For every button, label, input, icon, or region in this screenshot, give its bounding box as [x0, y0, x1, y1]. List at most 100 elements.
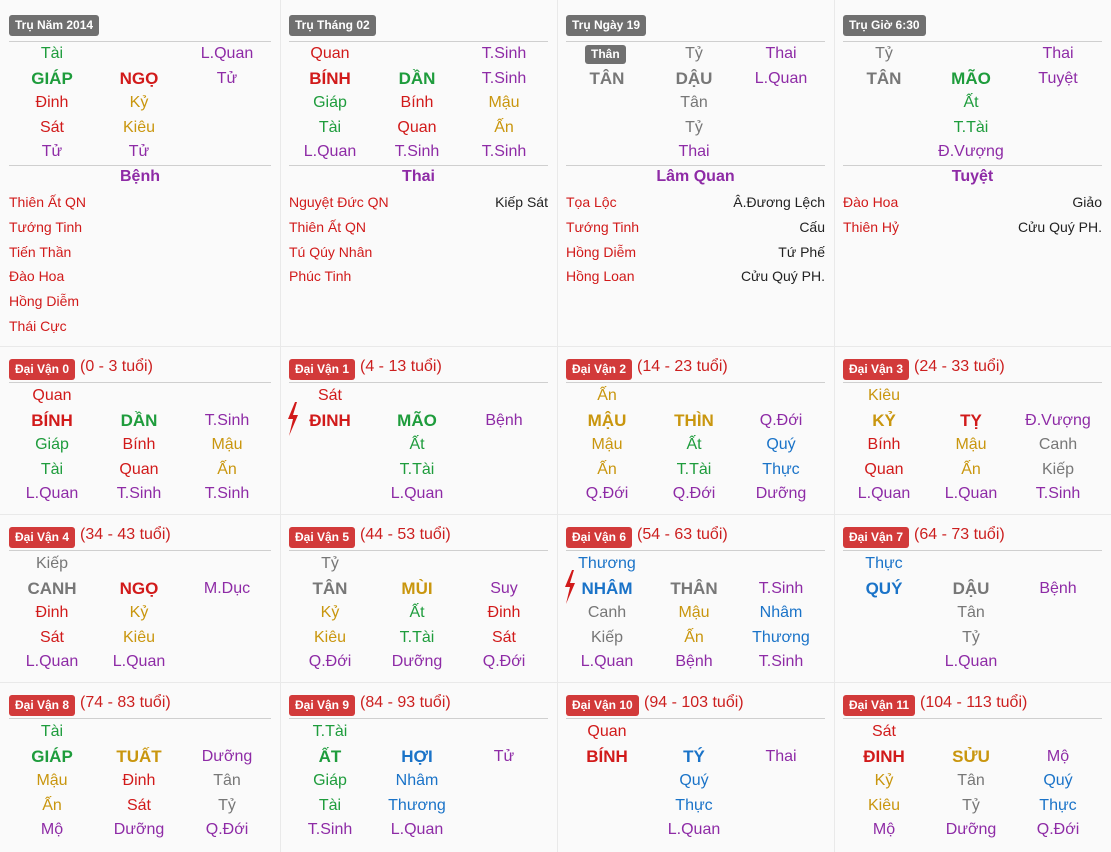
than-badge: Thân: [585, 45, 626, 64]
pillar-panel-3: Trụ Ngày 19 Tỷ Thai TÂN DẬU L.Quan Tân Tỷ Thai Th…: [557, 0, 834, 346]
chart-cell: NGỌ: [119, 68, 159, 88]
chart-cell: Thương: [388, 796, 446, 814]
chart-row: Canh Mậu Nhâm: [557, 601, 834, 625]
chart-cell: Kiêu: [122, 628, 156, 646]
chart-row: L.Quan: [834, 650, 1111, 674]
chart-row: Đinh Kỷ: [0, 601, 280, 625]
chart-row: Kiêu T.Tài Sát: [280, 626, 557, 650]
chart-cell: M.Dục: [203, 579, 251, 597]
chart-row: Tân: [834, 601, 1111, 625]
star-left: Tiến Thần: [9, 243, 72, 260]
phase-label: Tuyệt: [951, 168, 994, 185]
chart-cell: Dưỡng: [201, 747, 253, 765]
chart-row: TÂN DẬU L.Quan: [557, 67, 834, 91]
chart-cell: Kiêu: [867, 796, 901, 814]
star-right: Cấu: [799, 218, 825, 235]
chart-cell: Dưỡng: [391, 653, 443, 671]
chart-cell: DẦN: [120, 410, 158, 430]
chart-cell: Dưỡng: [113, 821, 165, 839]
chart-cell: Tân: [957, 772, 985, 790]
chart-cell: Sát: [39, 628, 64, 646]
dai-van-panel-11: Đại Vận 11 (104 - 113 tuổi) Sát ĐINH SỬU Mộ Kỷ…: [834, 682, 1111, 852]
chart-cell: Giáp: [35, 436, 69, 454]
chart-cell: MÃO: [951, 68, 991, 88]
chart-cell: T.Sinh: [307, 821, 353, 839]
age-range-label: (54 - 63 tuổi): [637, 526, 728, 543]
chart-row: Tài Quan Ấn: [0, 458, 280, 482]
chart-cell: TÝ: [683, 746, 705, 766]
chart-cell: Ất: [409, 604, 425, 622]
header-separator: [566, 718, 825, 719]
chart-row: Tài: [0, 720, 280, 744]
chart-row: L.Quan T.Sinh T.Sinh: [0, 482, 280, 506]
chart-cell: Mậu: [488, 94, 520, 112]
chart-cell: Mậu: [591, 436, 623, 454]
chart-cell: TÂN: [312, 578, 348, 598]
chart-cell: Giáp: [313, 772, 347, 790]
star-left: Phúc Tinh: [289, 268, 352, 285]
chart-row: Ất: [834, 91, 1111, 115]
chart-cell: HỢI: [401, 746, 433, 766]
chart-row: CANH NGỌ M.Dục: [0, 577, 280, 601]
chart-cell: Quan: [119, 460, 159, 478]
dai-van-panel-8: Đại Vận 8 (74 - 83 tuổi) Tài GIÁP TUẤT Dưỡng M…: [0, 682, 280, 852]
chart-cell: DẬU: [952, 578, 990, 598]
chart-cell: Thương: [752, 628, 810, 646]
chart-cell: Q.Đới: [482, 653, 526, 671]
chart-cell: DẬU: [675, 68, 713, 88]
chart-row: Thai: [557, 140, 834, 164]
chart-cell: Mộ: [872, 821, 896, 839]
header-separator: [843, 382, 1102, 383]
chart-cell: Sát: [871, 723, 896, 740]
chart-cell: Bệnh: [1039, 579, 1077, 597]
chart-cell: Ấn: [42, 796, 62, 814]
chart-cell: Tử: [41, 143, 63, 161]
chart-cell: Kỷ: [129, 604, 149, 622]
dai-van-panel-7: Đại Vận 7 (64 - 73 tuổi) Thực QUÝ DẬU Bệnh Tân…: [834, 514, 1111, 682]
chart-cell: L.Quan: [667, 821, 721, 839]
chart-cell: T.Sinh: [204, 411, 250, 429]
chart-row: Sát: [834, 720, 1111, 744]
pillar-title-badge: Trụ Ngày 19: [566, 15, 647, 36]
chart-cell: L.Quan: [857, 485, 911, 503]
chart-cell: Thương: [578, 555, 636, 572]
chart-cell: Sát: [39, 118, 64, 136]
chart-cell: Bệnh: [675, 653, 713, 671]
chart-row: GIÁP TUẤT Dưỡng: [0, 745, 280, 769]
chart-row: Kiêu: [834, 384, 1111, 408]
chart-cell: Q.Đới: [585, 485, 629, 503]
star-left: Đào Hoa: [9, 268, 65, 285]
chart-cell: Bệnh: [485, 411, 523, 429]
chart-row: Mộ Dưỡng Q.Đới: [834, 818, 1111, 842]
dai-van-panel-9: Đại Vận 9 (84 - 93 tuổi) T.Tài ẤT HỢI Tử Giáp N…: [280, 682, 557, 852]
dai-van-panel-3: Đại Vận 3 (24 - 33 tuổi) Kiêu KỶ TỴ Đ.Vượng Bí…: [834, 346, 1111, 514]
chart-cell: L.Quan: [754, 69, 808, 87]
chart-cell: KỶ: [872, 410, 896, 430]
chart-cell: Sát: [491, 628, 516, 646]
chart-row: Mậu Đinh Tân: [0, 769, 280, 793]
chart-row: Sát Kiêu: [0, 116, 280, 140]
chart-cell: Ấn: [961, 460, 981, 478]
dai-van-title-badge: Đại Vận 0: [9, 359, 76, 380]
chart-row: Kỷ Ất Đinh: [280, 601, 557, 625]
chart-row: TÂN MÙI Suy: [280, 577, 557, 601]
chart-row: Sát: [280, 384, 557, 408]
star-right: Giảo: [1072, 194, 1102, 210]
chart-cell: Tỷ: [875, 45, 893, 62]
lightning-bolt-icon: [288, 402, 298, 436]
chart-cell: L.Quan: [580, 653, 634, 671]
chart-row: Kiếp Ấn Thương: [557, 626, 834, 650]
chart-cell: Ấn: [494, 118, 514, 136]
chart-cell: SỬU: [952, 746, 990, 766]
chart-row: Quan T.Sinh: [280, 42, 557, 66]
chart-cell: Nhâm: [759, 604, 803, 622]
chart-cell: DẦN: [398, 68, 436, 88]
chart-cell: Canh: [1038, 436, 1078, 454]
chart-cell: BÍNH: [31, 410, 73, 430]
chart-cell: THÌN: [674, 410, 714, 430]
chart-cell: TÂN: [589, 68, 625, 88]
age-range-label: (64 - 73 tuổi): [914, 526, 1005, 543]
chart-row: Ấn: [557, 384, 834, 408]
chart-cell: T.Sinh: [116, 485, 162, 503]
